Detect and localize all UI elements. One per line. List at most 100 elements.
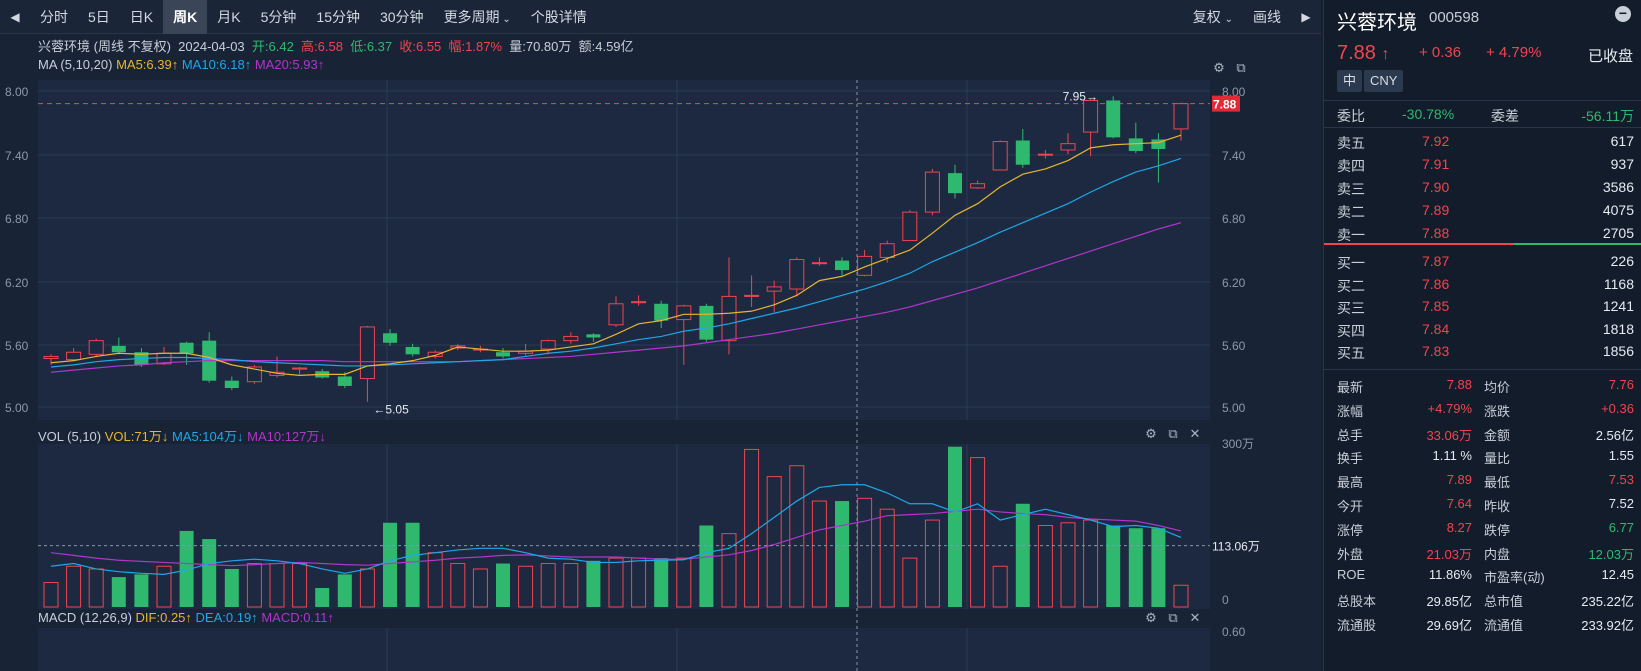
stat-value: 29.69亿 bbox=[1426, 618, 1472, 633]
candle-body-up bbox=[631, 301, 647, 304]
candle-body-up bbox=[721, 295, 737, 342]
candle-body-down bbox=[1151, 139, 1166, 149]
volume-bar-down bbox=[134, 574, 149, 607]
draw-button[interactable]: 画线 bbox=[1253, 9, 1281, 25]
period-tab-4[interactable]: 月K bbox=[217, 8, 241, 25]
candle-body-up bbox=[540, 340, 556, 350]
divider bbox=[1324, 127, 1641, 128]
candle-body-down bbox=[383, 333, 397, 343]
stat-row: 涨幅 +4.79% 涨跌 +0.36 bbox=[1324, 398, 1641, 420]
last-price-tag-bg bbox=[1212, 95, 1240, 112]
period-tab-0[interactable]: 分时 bbox=[40, 8, 68, 25]
ask-price: 7.91 bbox=[1422, 156, 1450, 172]
up-arrow-icon: ↑ bbox=[1381, 46, 1390, 63]
volume-bar-up bbox=[1037, 525, 1053, 608]
popout-icon[interactable]: ⧉ bbox=[1168, 426, 1178, 441]
macd-legend: MACD (12,26,9) DIF:0.25↑ DEA:0.19↑ MACD:… bbox=[38, 610, 334, 625]
ma10-label: MA10:6.18↑ bbox=[181, 57, 252, 72]
bid-label: 买四 bbox=[1337, 322, 1365, 339]
popout-icon[interactable]: ⧉ bbox=[1236, 60, 1246, 75]
stat-value: 29.85亿 bbox=[1426, 594, 1472, 610]
vol-ma10-line bbox=[50, 508, 1182, 567]
ask-row[interactable]: 卖五 7.92 617 bbox=[1324, 130, 1641, 152]
volume-bar-up bbox=[992, 565, 1008, 608]
candle-body-up bbox=[292, 367, 308, 370]
stat-label: 最高 bbox=[1337, 475, 1364, 491]
ask-row[interactable]: 卖三 7.90 3586 bbox=[1324, 176, 1641, 198]
macd-label: MACD:0.11↑ bbox=[261, 610, 335, 625]
stat-value: 235.22亿 bbox=[1581, 594, 1634, 610]
volume-bar-down bbox=[1015, 503, 1030, 607]
volume-bar-up bbox=[789, 465, 805, 608]
buy-sell-bar-red bbox=[1324, 243, 1514, 245]
candle-body-up bbox=[789, 259, 805, 290]
price-tick-label-left: 6.20 bbox=[5, 276, 29, 290]
stat-label: 最低 bbox=[1484, 475, 1511, 491]
buy-sell-bar-green bbox=[1514, 243, 1641, 245]
price-tick-label-left: 5.00 bbox=[5, 401, 29, 415]
volume-bar-down bbox=[699, 525, 714, 607]
volume-bar-down bbox=[586, 560, 601, 607]
period-label: (周线 不复权) bbox=[93, 39, 171, 54]
stat-value: 2.56亿 bbox=[1595, 427, 1634, 443]
settings-icon[interactable]: ⚙ bbox=[1213, 60, 1225, 75]
bid-row[interactable]: 买五 7.83 1856 bbox=[1324, 340, 1641, 362]
volume-bar-up bbox=[246, 563, 262, 608]
bid-row[interactable]: 买一 7.87 226 bbox=[1324, 250, 1641, 272]
ask-row[interactable]: 卖一 7.88 2705 bbox=[1324, 222, 1641, 244]
bid-price: 7.84 bbox=[1422, 320, 1450, 337]
candle-body-down bbox=[179, 342, 194, 354]
candle-body-down bbox=[835, 260, 849, 271]
stat-label: ROE bbox=[1337, 567, 1366, 583]
close-icon[interactable]: ✕ bbox=[1189, 610, 1201, 625]
volume-bar-down bbox=[111, 577, 126, 607]
period-tab-8[interactable]: 更多周期 ⌄ bbox=[443, 8, 511, 25]
kline-chart[interactable]: 8.00 8.00 7.40 7.40 6.80 6.80 6.20 6.20 5.60 5.60… bbox=[0, 0, 1321, 671]
period-tab-1[interactable]: 5日 bbox=[88, 8, 110, 25]
bid-row[interactable]: 买四 7.84 1818 bbox=[1324, 318, 1641, 340]
ma20-label: MA20:5.93↑ bbox=[254, 57, 325, 72]
prev-arrow-icon[interactable]: ◀ bbox=[10, 9, 20, 24]
tag-zhong[interactable]: 中 bbox=[1337, 70, 1363, 92]
volume-bar-up bbox=[450, 563, 466, 608]
bid-row[interactable]: 买三 7.85 1241 bbox=[1324, 295, 1641, 317]
chart-area: ◀ 分时 5日 日K 周K 月K 5分钟 15分钟 30分钟 更多周期 ⌄ 个股详情 复权 ⌄ 画… bbox=[0, 0, 1321, 671]
period-tab-6[interactable]: 15分钟 bbox=[316, 8, 360, 25]
stat-label: 内盘 bbox=[1484, 546, 1511, 562]
ma5-label: MA5:6.39↑ bbox=[116, 57, 179, 72]
settings-icon[interactable]: ⚙ bbox=[1145, 426, 1157, 441]
close-icon[interactable]: ✕ bbox=[1189, 426, 1201, 441]
period-tab-7[interactable]: 30分钟 bbox=[379, 8, 424, 25]
stat-label: 金额 bbox=[1484, 427, 1511, 443]
candle-body-down bbox=[1128, 138, 1143, 152]
period-tab-3[interactable]: 周K bbox=[163, 0, 208, 34]
tag-cny[interactable]: CNY bbox=[1364, 70, 1404, 92]
ma-title: MA (5,10,20) bbox=[38, 57, 113, 72]
vol-ma10-label: MA10:127万↓ bbox=[247, 429, 326, 444]
next-arrow-icon[interactable]: ▶ bbox=[1301, 10, 1311, 24]
bid-volume: 1856 bbox=[1602, 343, 1634, 359]
period-tab-9[interactable]: 个股详情 bbox=[530, 8, 587, 25]
candle-body-down bbox=[948, 173, 962, 194]
dea-label: DEA:0.19↑ bbox=[195, 610, 258, 625]
ask-row[interactable]: 卖二 7.89 4075 bbox=[1324, 199, 1641, 221]
fuquan-button[interactable]: 复权 ⌄ bbox=[1192, 9, 1233, 25]
vol-ma5-label: MA5:104万↓ bbox=[171, 429, 244, 444]
bid-volume: 1818 bbox=[1602, 320, 1634, 337]
volume-bar-up bbox=[1060, 522, 1076, 608]
ask-row[interactable]: 卖四 7.91 937 bbox=[1324, 153, 1641, 175]
stat-value: 1.55 bbox=[1608, 448, 1634, 464]
volume-bar-up bbox=[608, 557, 624, 608]
stat-value: 12.45 bbox=[1601, 567, 1634, 583]
candle-body-up bbox=[563, 335, 579, 342]
popout-icon[interactable]: ⧉ bbox=[1168, 610, 1178, 625]
period-tab-5[interactable]: 5分钟 bbox=[260, 8, 297, 25]
settings-icon[interactable]: ⚙ bbox=[1145, 610, 1157, 625]
toolbar-right: 复权 ⌄ 画线 ▶ bbox=[1183, 0, 1321, 34]
period-tab-2[interactable]: 日K bbox=[129, 8, 154, 25]
weicha-value: -56.11万 bbox=[1581, 108, 1634, 124]
bid-row[interactable]: 买二 7.86 1168 bbox=[1324, 273, 1641, 295]
collapse-icon[interactable]: − bbox=[1615, 6, 1631, 22]
ma5-line bbox=[50, 134, 1182, 377]
